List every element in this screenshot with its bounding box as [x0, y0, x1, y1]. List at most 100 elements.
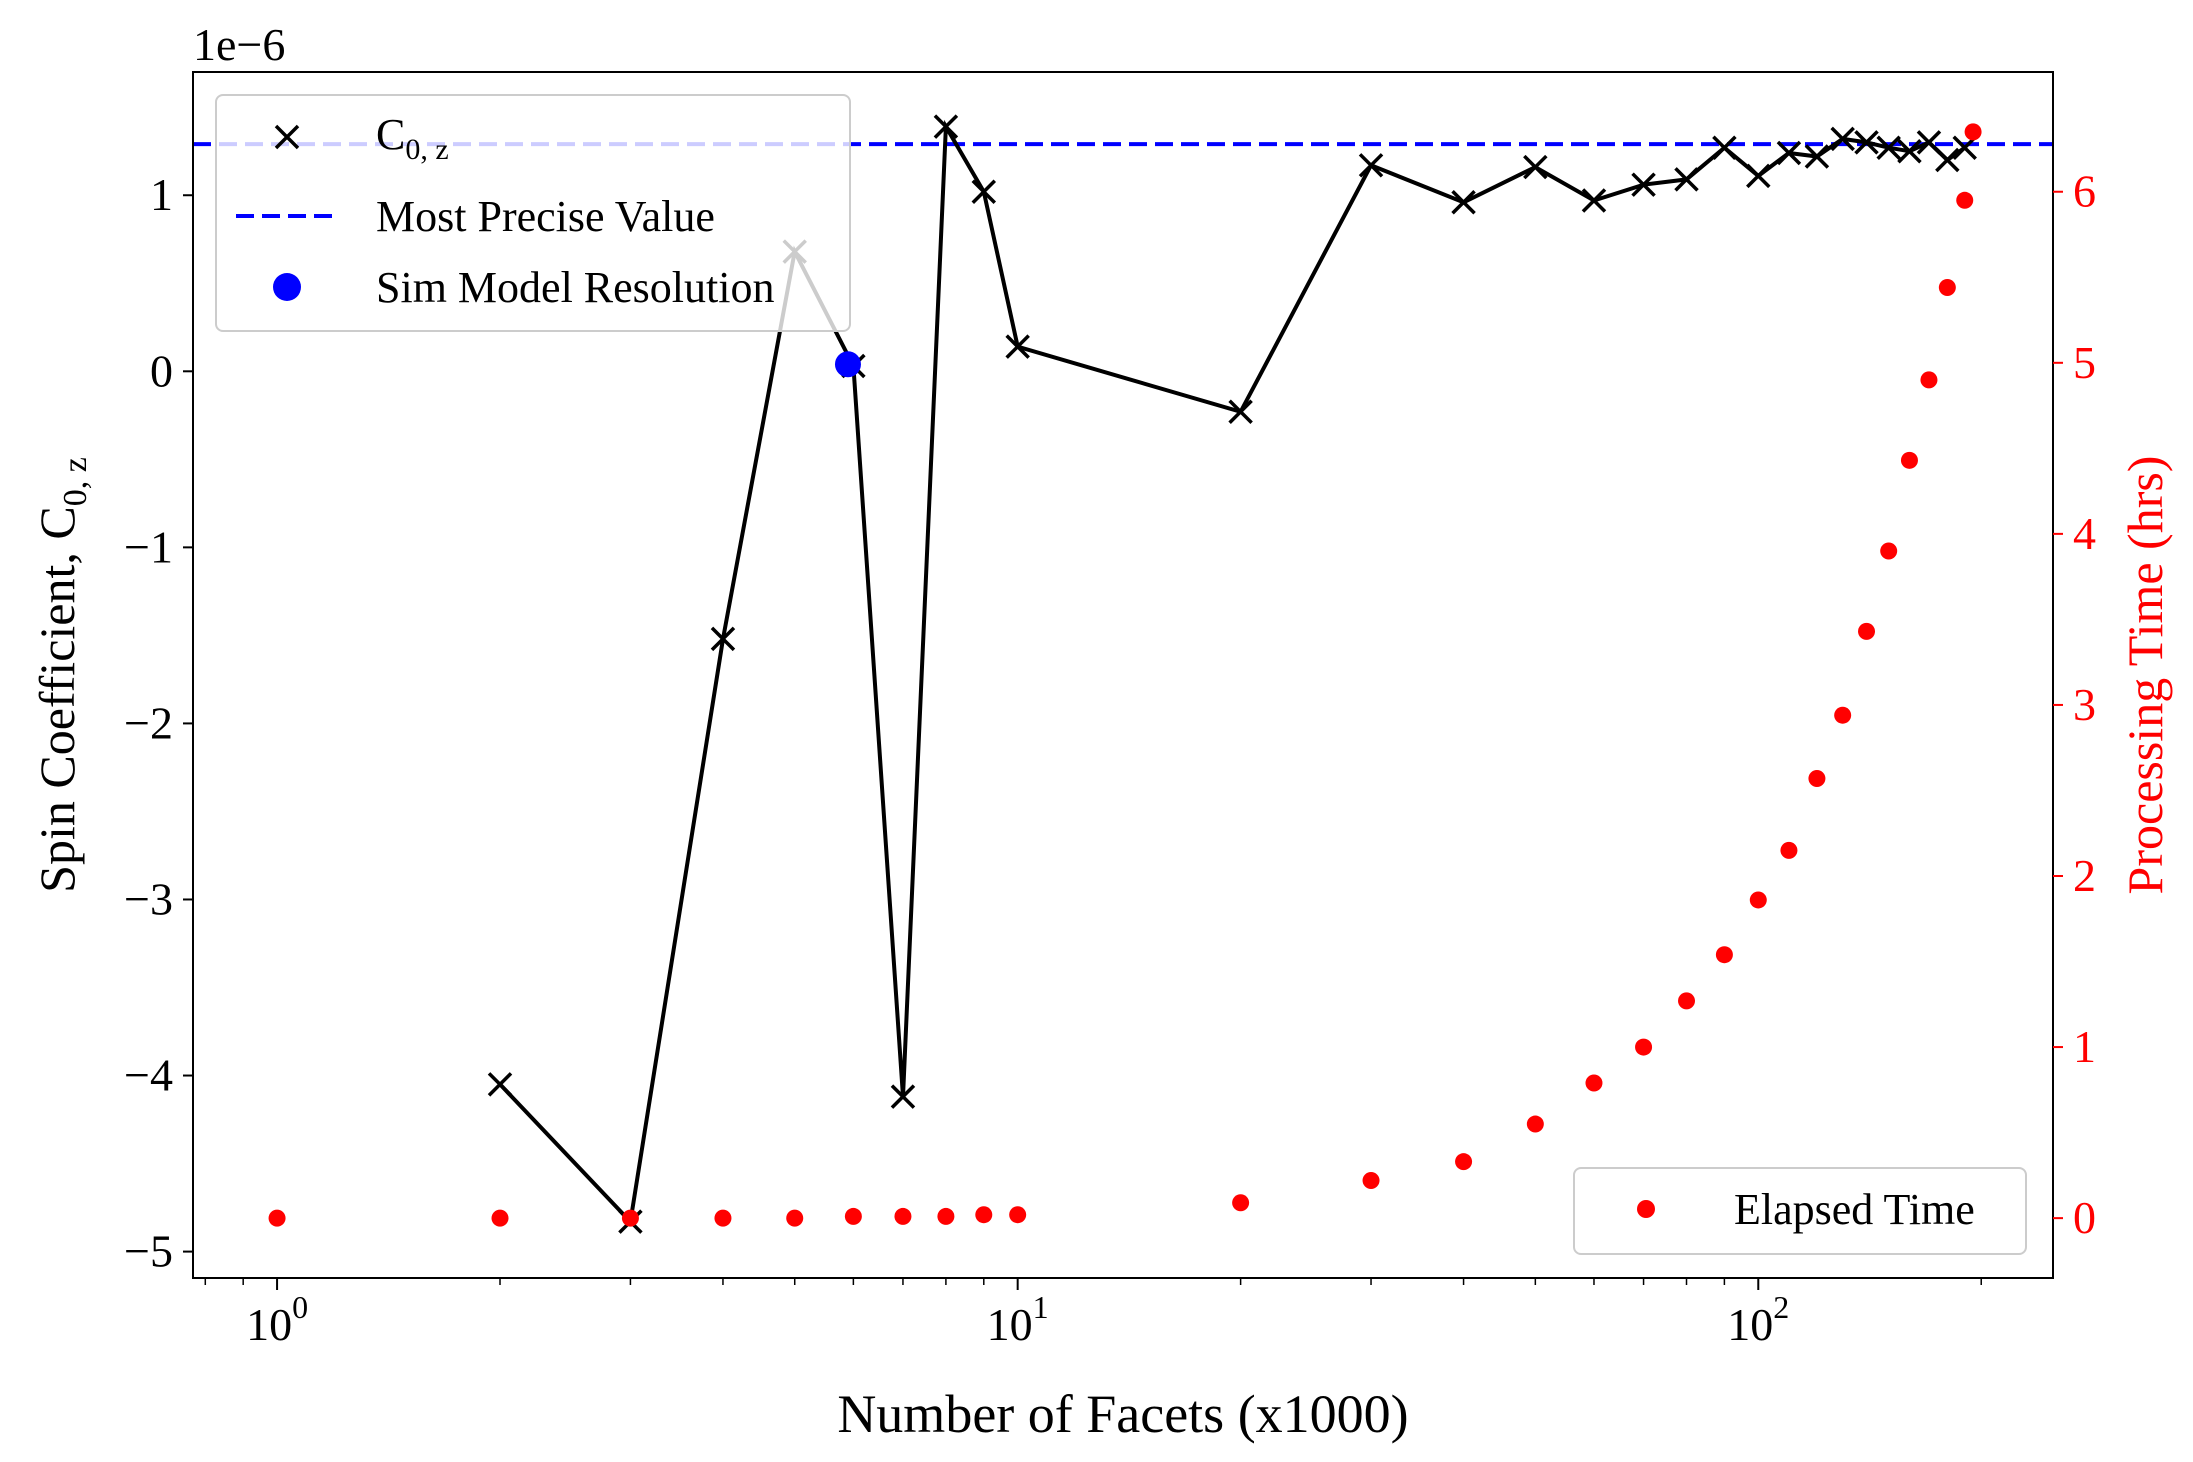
legend-upper-left: C0, z Most Precise Value Sim Model Resolut…: [215, 94, 851, 332]
y-right-tick-label: 1: [2073, 1021, 2096, 1072]
spin-coefficient-marker: [1746, 163, 1771, 189]
spin-coefficient-marker: [1451, 190, 1476, 215]
y-right-tick-label: 4: [2073, 508, 2096, 559]
sim-model-resolution-point: [834, 351, 861, 378]
elapsed-time-point: [1780, 841, 1798, 859]
legend-label-spin-coefficient: C0, z: [376, 110, 449, 166]
x-tick-label-exponent: 1: [1033, 1289, 1049, 1325]
elapsed-time-point: [1920, 371, 1938, 389]
elapsed-time-point: [1938, 279, 1956, 297]
elapsed-time-point: [1858, 622, 1876, 640]
elapsed-time-point: [714, 1209, 732, 1227]
elapsed-time-point: [268, 1209, 286, 1227]
spin-coefficient-marker: [971, 179, 997, 204]
elapsed-time-point: [975, 1206, 993, 1224]
spin-coefficient-marker: [1005, 334, 1030, 359]
y-right-tick-label: 0: [2073, 1192, 2096, 1243]
legend-box: [215, 94, 851, 332]
y-left-tick-label: −3: [124, 873, 173, 924]
elapsed-time-point: [1900, 451, 1918, 469]
legend-layer: C0, z Most Precise Value Sim Model Resolut…: [215, 94, 2027, 1255]
y-left-tick-label: −1: [124, 521, 173, 572]
elapsed-time-point: [1232, 1194, 1250, 1212]
y-left-tick-label: 0: [150, 345, 173, 396]
spin-coefficient-marker: [1776, 140, 1802, 166]
y-left-offset-text: 1e−6: [193, 19, 285, 70]
spin-coefficient-marker: [1830, 126, 1855, 152]
y-left-tick-label: −4: [124, 1050, 173, 1101]
y-right-axis-label: Processing Time (hrs): [2117, 456, 2173, 895]
x-tick-label-exponent: 2: [1773, 1289, 1789, 1325]
elapsed-time-point: [1455, 1153, 1473, 1171]
y-right-tick-label: 2: [2073, 850, 2096, 901]
elapsed-time-point: [1956, 191, 1974, 209]
spin-coefficient-marker: [1674, 167, 1699, 192]
spin-coefficient-marker: [1228, 399, 1253, 425]
legend-x-marker-icon: [274, 124, 300, 150]
legend-red-dot-icon: [1637, 1200, 1655, 1218]
x-axis-label: Number of Facets (x1000): [837, 1384, 1408, 1444]
legend-label-elapsed-time: Elapsed Time: [1734, 1185, 1975, 1234]
y-left-tick-label: −5: [124, 1226, 173, 1277]
x-tick-label: 101: [987, 1289, 1049, 1350]
series-layer: [193, 114, 2053, 1234]
legend-label-sim-model-resolution: Sim Model Resolution: [376, 263, 774, 312]
elapsed-time-point: [1635, 1038, 1653, 1056]
y-right-tick-label: 6: [2073, 166, 2096, 217]
x-tick-label: 102: [1727, 1289, 1789, 1350]
spin-coefficient-marker: [710, 626, 736, 652]
elapsed-time-point: [621, 1209, 639, 1227]
spin-coefficient-marker: [1712, 135, 1737, 160]
spin-coefficient-marker: [1523, 154, 1548, 180]
x-tick-label: 100: [246, 1289, 308, 1350]
y-left-axis-label: Spin Coefficient, C0, z: [29, 457, 94, 893]
spin-coefficient-marker: [890, 1084, 916, 1109]
y-right-tick-label: 5: [2073, 337, 2096, 388]
elapsed-time-point: [1526, 1115, 1544, 1133]
elapsed-time-point: [1715, 946, 1733, 964]
spin-coefficient-marker: [1854, 130, 1879, 155]
elapsed-time-point: [1585, 1074, 1603, 1092]
elapsed-time-point: [1964, 123, 1982, 141]
y-left-tick-label: −2: [124, 697, 173, 748]
elapsed-time-point: [491, 1209, 509, 1227]
x-tick-label-base: 10: [1727, 1299, 1773, 1350]
spin-coefficient-marker: [1952, 135, 1977, 160]
elapsed-time-point: [1880, 542, 1898, 560]
y-left-axis-label-sub: 0, z: [57, 457, 94, 506]
elapsed-time-point: [1749, 891, 1767, 909]
spin-coefficient-marker: [1581, 188, 1607, 213]
x-tick-label-base: 10: [246, 1299, 292, 1350]
legend-label-spin-coefficient-sub: 0, z: [405, 133, 448, 166]
legend-lower-right: Elapsed Time: [1573, 1167, 2027, 1255]
spin-coefficient-marker: [1631, 172, 1656, 197]
spin-coefficient-marker: [487, 1072, 513, 1097]
y-right-tick-label: 3: [2073, 679, 2096, 730]
elapsed-time-point: [937, 1207, 955, 1225]
spin-coefficient-marker: [1897, 138, 1922, 164]
elapsed-time-point: [894, 1207, 912, 1225]
spin-coefficient-marker: [933, 114, 959, 139]
legend-label-most-precise-value: Most Precise Value: [376, 192, 715, 241]
elapsed-time-point: [786, 1209, 804, 1227]
spin-coefficient-marker: [1876, 135, 1901, 160]
elapsed-time-point: [1009, 1206, 1027, 1224]
plot-frame: [192, 71, 2054, 1279]
legend-label-spin-coefficient-main: C: [376, 110, 405, 159]
spin-coefficient-marker: [1358, 153, 1384, 178]
spin-coefficient-marker: [1804, 144, 1830, 169]
elapsed-time-point: [1678, 992, 1696, 1010]
spin-coefficient-marker: [1935, 147, 1960, 173]
y-left-tick-label: 1: [150, 169, 173, 220]
legend-box: [1573, 1167, 2027, 1255]
x-tick-label-exponent: 0: [292, 1289, 308, 1325]
x-tick-label-base: 10: [987, 1299, 1033, 1350]
elapsed-time-point: [1362, 1171, 1380, 1189]
elapsed-time-point: [1808, 769, 1826, 787]
elapsed-time-point: [1834, 706, 1852, 724]
legend-dot-icon: [273, 273, 301, 301]
elapsed-time-point: [844, 1207, 862, 1225]
y-left-axis-label-main: Spin Coefficient, C: [29, 506, 85, 893]
